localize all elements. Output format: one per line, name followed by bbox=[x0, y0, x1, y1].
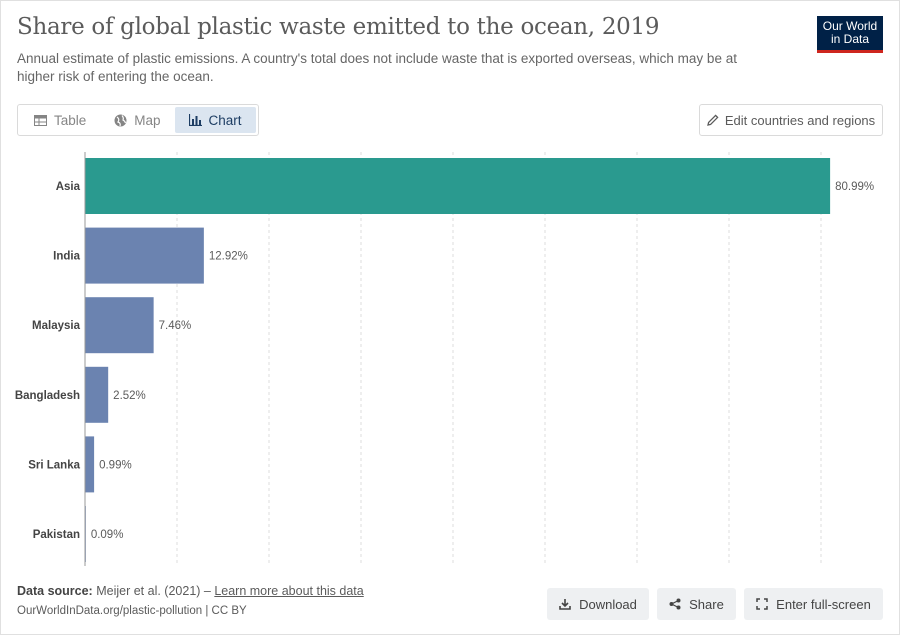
learn-more-link[interactable]: Learn more about this data bbox=[214, 584, 364, 598]
chart-icon bbox=[188, 114, 202, 126]
pencil-icon bbox=[706, 114, 719, 126]
logo-line-2: in Data bbox=[830, 32, 870, 46]
edit-countries-label: Edit countries and regions bbox=[724, 112, 876, 128]
fullscreen-button[interactable]: Enter full-screen bbox=[744, 588, 883, 620]
bar-sri-lanka[interactable] bbox=[85, 436, 95, 493]
bar-chart: Asia 80.99% India 12.92% Malaysia 7.46% Bangla… bbox=[15, 152, 874, 566]
owid-logo[interactable]: Our World in Data bbox=[817, 16, 883, 53]
source-url[interactable]: OurWorldInData.org/plastic-pollution | C… bbox=[17, 605, 247, 617]
download-icon bbox=[559, 598, 571, 610]
edit-countries-button[interactable]: Edit countries and regions bbox=[699, 104, 883, 136]
category-label: Sri Lanka bbox=[28, 459, 80, 471]
share-label: Share bbox=[689, 596, 724, 612]
data-source-label: Data source: bbox=[17, 584, 93, 598]
category-label: Pakistan bbox=[33, 529, 80, 541]
download-label: Download bbox=[579, 596, 637, 612]
table-icon bbox=[34, 114, 47, 126]
chart-subtitle: Annual estimate of plastic emissions. A … bbox=[17, 51, 737, 84]
share-icon bbox=[669, 598, 681, 610]
tab-map[interactable]: Map bbox=[98, 105, 172, 135]
data-source: Data source: Meijer et al. (2021) – Lear… bbox=[17, 584, 364, 598]
expand-icon bbox=[756, 598, 768, 610]
download-button[interactable]: Download bbox=[547, 588, 649, 620]
tab-chart[interactable]: Chart bbox=[174, 107, 256, 133]
tab-chart-label: Chart bbox=[208, 112, 242, 128]
tab-table[interactable]: Table bbox=[18, 105, 98, 135]
value-label: 80.99% bbox=[835, 181, 874, 193]
bar-asia[interactable] bbox=[85, 158, 831, 214]
gridlines bbox=[176, 152, 822, 566]
category-label: Malaysia bbox=[32, 320, 81, 332]
data-source-text: Meijer et al. (2021) – bbox=[96, 584, 215, 598]
value-label: 7.46% bbox=[159, 320, 192, 332]
share-button[interactable]: Share bbox=[657, 588, 736, 620]
bar-india[interactable] bbox=[85, 227, 204, 284]
category-label: India bbox=[53, 251, 80, 263]
view-tabs: Table Map Chart bbox=[17, 104, 259, 136]
category-label: Bangladesh bbox=[15, 390, 80, 402]
tab-map-label: Map bbox=[134, 112, 161, 128]
value-label: 12.92% bbox=[209, 251, 248, 263]
bars: Asia 80.99% India 12.92% Malaysia 7.46% Bangla… bbox=[15, 158, 874, 562]
fullscreen-label: Enter full-screen bbox=[776, 596, 871, 612]
tab-table-label: Table bbox=[54, 112, 87, 128]
bar-malaysia[interactable] bbox=[85, 297, 154, 354]
value-label: 0.09% bbox=[91, 529, 124, 541]
globe-icon bbox=[114, 114, 127, 127]
chart-title: Share of global plastic waste emitted to… bbox=[17, 14, 660, 40]
value-label: 2.52% bbox=[113, 390, 146, 402]
bar-bangladesh[interactable] bbox=[85, 366, 109, 423]
logo-line-1: Our World bbox=[822, 19, 878, 33]
value-label: 0.99% bbox=[99, 459, 132, 471]
category-label: Asia bbox=[56, 181, 81, 193]
